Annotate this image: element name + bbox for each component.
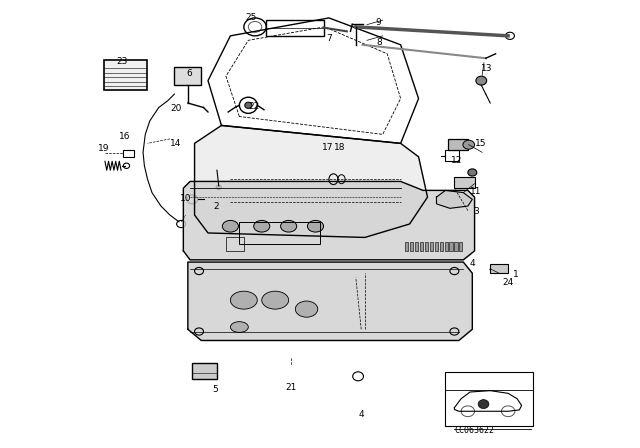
Bar <box>174 67 201 85</box>
Text: 3: 3 <box>473 207 479 216</box>
Bar <box>445 150 459 161</box>
Bar <box>104 60 147 90</box>
Text: 25: 25 <box>245 13 256 22</box>
Polygon shape <box>436 190 472 208</box>
Ellipse shape <box>296 301 317 317</box>
Bar <box>440 242 443 251</box>
Ellipse shape <box>262 291 289 309</box>
Bar <box>490 264 508 273</box>
Text: 6: 6 <box>186 69 192 78</box>
Ellipse shape <box>463 140 475 149</box>
Bar <box>415 242 418 251</box>
Bar <box>239 222 320 244</box>
Ellipse shape <box>478 400 489 409</box>
Text: 21: 21 <box>285 383 296 392</box>
Text: 11: 11 <box>470 187 482 196</box>
Ellipse shape <box>244 102 252 108</box>
Text: 19: 19 <box>99 144 110 153</box>
Text: 16: 16 <box>118 132 130 141</box>
Text: 17: 17 <box>323 143 334 152</box>
Bar <box>454 177 475 188</box>
Bar <box>445 242 448 251</box>
Polygon shape <box>195 125 428 237</box>
Bar <box>123 150 134 157</box>
Bar <box>430 242 433 251</box>
Bar <box>425 242 428 251</box>
Text: 4: 4 <box>470 259 475 268</box>
Text: 7: 7 <box>326 34 332 43</box>
Ellipse shape <box>230 291 257 309</box>
Text: 24: 24 <box>502 278 514 287</box>
Ellipse shape <box>476 76 486 85</box>
Text: 22: 22 <box>248 102 259 111</box>
Text: 15: 15 <box>475 139 486 148</box>
Bar <box>445 372 533 426</box>
Bar <box>448 139 468 150</box>
Bar <box>405 242 408 251</box>
Text: CC063622: CC063622 <box>454 426 495 435</box>
Bar <box>266 20 324 36</box>
Text: 5: 5 <box>212 385 218 394</box>
Text: 1: 1 <box>513 270 519 279</box>
Polygon shape <box>184 181 475 260</box>
Text: 4: 4 <box>358 410 364 419</box>
Text: 23: 23 <box>116 57 127 66</box>
Ellipse shape <box>280 220 297 232</box>
Text: 8: 8 <box>377 38 383 47</box>
Bar <box>192 363 217 379</box>
Text: 12: 12 <box>451 156 462 165</box>
Bar <box>226 237 244 251</box>
Text: 18: 18 <box>335 143 346 152</box>
Bar <box>449 242 452 251</box>
Bar <box>454 242 458 251</box>
Ellipse shape <box>222 220 239 232</box>
Bar <box>410 242 413 251</box>
Text: 10: 10 <box>180 194 191 202</box>
Text: 14: 14 <box>170 139 181 148</box>
Ellipse shape <box>216 185 221 190</box>
Text: 13: 13 <box>481 64 492 73</box>
Ellipse shape <box>230 322 248 332</box>
Bar <box>460 242 463 251</box>
Polygon shape <box>188 262 472 340</box>
Text: 9: 9 <box>376 18 381 27</box>
Ellipse shape <box>253 220 270 232</box>
Ellipse shape <box>468 169 477 176</box>
Text: 20: 20 <box>170 104 181 113</box>
Text: 2: 2 <box>213 202 219 211</box>
Bar <box>420 242 423 251</box>
Ellipse shape <box>307 220 324 232</box>
Bar <box>435 242 438 251</box>
